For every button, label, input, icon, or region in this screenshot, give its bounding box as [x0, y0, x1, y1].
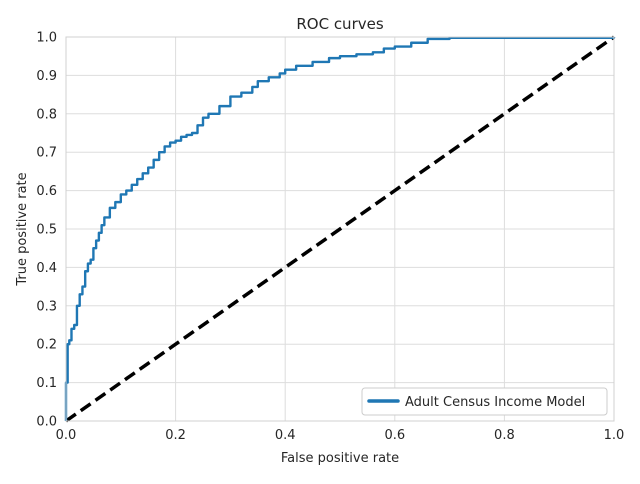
y-axis-label: True positive rate [15, 172, 30, 286]
roc-curve-line [64, 36, 616, 421]
y-tick-label: 0.9 [36, 69, 57, 84]
y-tick-label: 0.5 [36, 223, 57, 238]
plot-area-frame [65, 36, 615, 422]
y-tick-label: 0.8 [36, 107, 57, 122]
x-tick-label: 0.4 [275, 428, 296, 443]
legend-label: Adult Census Income Model [405, 395, 585, 410]
chance-diagonal-line [64, 35, 616, 423]
grid-lines [65, 36, 615, 422]
chart-title: ROC curves [296, 15, 383, 33]
tick-labels: 0.0 0.2 0.4 0.6 0.8 1.0 0.0 0.1 0.2 0.3 0.4 0.5 0.6 0… [36, 31, 624, 444]
y-tick-label: 0.0 [36, 415, 57, 430]
y-tick-label: 0.6 [36, 184, 57, 199]
x-axis-label: False positive rate [281, 451, 399, 466]
y-tick-label: 0.1 [36, 376, 57, 391]
y-tick-label: 0.4 [36, 261, 57, 276]
y-tick-label: 0.2 [36, 338, 57, 353]
x-tick-label: 0.0 [56, 428, 77, 443]
series-layer [64, 35, 616, 423]
x-tick-label: 0.2 [165, 428, 186, 443]
y-tick-label: 0.3 [36, 299, 57, 314]
legend: Adult Census Income Model [361, 387, 608, 416]
y-tick-label: 0.7 [36, 146, 57, 161]
x-tick-label: 0.8 [494, 428, 515, 443]
y-tick-label: 1.0 [36, 31, 57, 46]
x-tick-label: 0.6 [384, 428, 405, 443]
legend-box [361, 387, 608, 416]
x-tick-label: 1.0 [604, 428, 625, 443]
